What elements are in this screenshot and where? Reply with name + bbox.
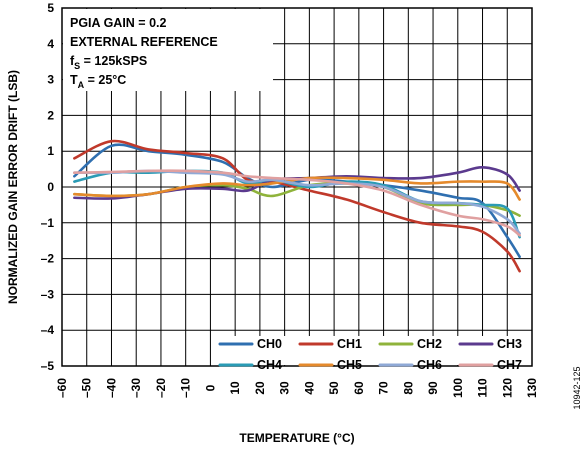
x-tick-label: 60: [352, 381, 366, 395]
series-lines: [73, 139, 521, 273]
y-tick-label: –3: [41, 287, 55, 301]
x-tick-label: –50: [80, 378, 94, 398]
legend-label-ch7: CH7: [497, 358, 522, 372]
series-line-ch2: [73, 181, 521, 217]
annotation-line: fS = 125kSPS: [70, 54, 147, 71]
y-axis-title: NORMALIZED GAIN ERROR DRIFT (LSB): [6, 70, 20, 304]
x-tick-label: 20: [253, 381, 267, 395]
legend-label-ch6: CH6: [417, 358, 442, 372]
series-line-ch1: [73, 139, 521, 273]
annotation-line: PGIA GAIN = 0.2: [70, 16, 166, 30]
annotation-box: PGIA GAIN = 0.2 EXTERNAL REFERENCE fS = 12…: [63, 9, 273, 91]
x-tick-label: 130: [525, 378, 539, 398]
x-tick-label: 90: [426, 381, 440, 395]
legend-label-ch3: CH3: [497, 337, 522, 351]
x-tick-label: 110: [476, 378, 490, 398]
x-tick-label: 70: [377, 381, 391, 395]
legend-label-ch4: CH4: [257, 358, 282, 372]
x-tick-label: –10: [179, 378, 193, 398]
series-line-ch0: [73, 143, 521, 259]
series-line-ch7: [73, 169, 521, 237]
annotation-background: [63, 9, 273, 91]
x-tick-labels: –60 –50 –40 –30 –20 –10 0 10 20 30 40 50 60 70 80 90 100…: [55, 378, 539, 398]
x-tick-label: 80: [401, 381, 415, 395]
x-tick-label: –30: [129, 378, 143, 398]
y-tick-label: –5: [41, 359, 55, 373]
x-tick-label: 50: [327, 381, 341, 395]
legend-background: [214, 336, 531, 365]
x-tick-label: 10: [228, 381, 242, 395]
x-tick-label: –60: [55, 378, 69, 398]
y-tick-label: –4: [41, 323, 55, 337]
legend-label-ch2: CH2: [417, 337, 442, 351]
y-tick-label: –1: [41, 216, 55, 230]
annotation-line: TA = 25°C: [70, 73, 126, 90]
annotation-line: EXTERNAL REFERENCE: [70, 35, 218, 49]
y-tick-label: –2: [41, 252, 55, 266]
figure-id-label: 10942-125: [572, 366, 582, 409]
x-axis-title: TEMPERATURE (°C): [239, 431, 354, 445]
y-tick-label: 4: [47, 37, 54, 51]
y-tick-labels: 5 4 3 2 1 0 –1 –2 –3 –4 –5: [41, 1, 55, 373]
plot-frame: [61, 7, 533, 367]
x-tick-label: 0: [203, 384, 217, 391]
legend: CH0 CH1 CH2 CH3 CH4 CH5 CH6 CH7: [214, 336, 531, 372]
x-tick-label: 100: [451, 378, 465, 398]
legend-label-ch5: CH5: [337, 358, 362, 372]
y-tick-label: 0: [47, 180, 54, 194]
y-tick-label: 3: [47, 73, 54, 87]
x-tick-label: –20: [154, 378, 168, 398]
y-tick-label: 5: [47, 1, 54, 15]
series-line-ch5: [73, 176, 521, 201]
x-tick-label: 40: [302, 381, 316, 395]
legend-label-ch1: CH1: [337, 337, 362, 351]
x-tick-label: 120: [500, 378, 514, 398]
x-tick-label: 30: [278, 381, 292, 395]
x-tick-label: –40: [104, 378, 118, 398]
y-tick-label: 1: [47, 144, 54, 158]
legend-label-ch0: CH0: [257, 337, 282, 351]
y-tick-label: 2: [47, 108, 54, 122]
